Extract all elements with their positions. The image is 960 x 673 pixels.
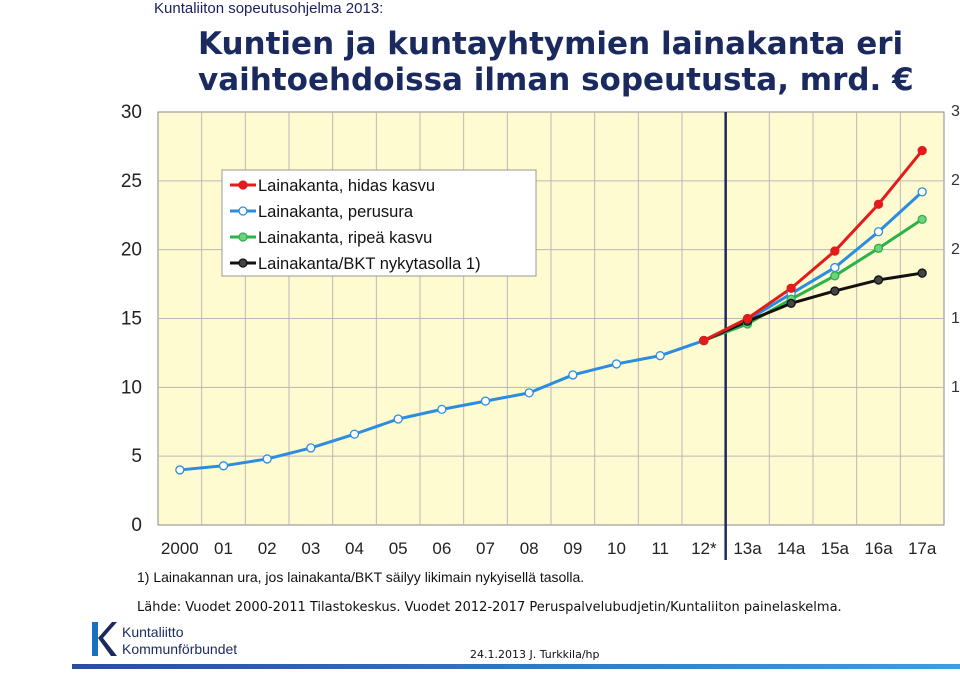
series-line	[179, 190, 924, 472]
y-tick-label: 20	[121, 240, 142, 261]
right-axis-tick: 3	[951, 103, 960, 120]
data-point	[524, 388, 534, 398]
right-axis-tick: 2	[951, 172, 960, 189]
footnote: 1) Lainakannan ura, jos lainakanta/BKT s…	[137, 569, 585, 585]
data-point	[786, 283, 796, 293]
x-tick-label: 12*	[691, 539, 717, 558]
data-point	[655, 351, 665, 361]
x-tick-label: 07	[476, 539, 495, 558]
legend-label: Lainakanta, perusura	[258, 203, 414, 221]
y-tick-label: 0	[131, 515, 142, 536]
data-point	[349, 429, 360, 439]
legend-label: Lainakanta, hidas kasvu	[258, 177, 435, 195]
data-point	[830, 262, 840, 273]
date-author: 24.1.2013 J. Turkkila/hp	[470, 648, 600, 661]
series-line	[703, 271, 923, 342]
y-tick-label: 30	[121, 102, 142, 123]
chart-title: Kuntien ja kuntayhtymien lainakanta eri …	[198, 26, 914, 98]
data-point	[480, 396, 491, 406]
logo-text-sv: Kommunförbundet	[122, 641, 238, 657]
y-tick-label: 5	[131, 446, 142, 467]
presentation-subtitle: Kuntaliiton sopeutusohjelma 2013:	[154, 0, 384, 17]
x-tick-label: 17a	[908, 539, 937, 558]
x-tick-label: 16a	[864, 539, 893, 558]
x-tick-label: 13a	[733, 539, 762, 558]
data-point	[218, 461, 229, 471]
x-tick-label: 08	[520, 539, 539, 558]
right-axis-tick: 2	[951, 241, 960, 258]
x-tick-label: 09	[563, 539, 582, 558]
legend-label: Lainakanta/BKT nykytasolla 1)	[258, 255, 481, 273]
data-point	[786, 298, 796, 309]
legend-swatch-marker	[238, 258, 248, 268]
legend-box	[221, 169, 537, 277]
data-point	[568, 370, 578, 380]
logo-text-fi: Kuntaliitto	[122, 624, 184, 640]
x-tick-label: 11	[651, 539, 669, 558]
x-tick-label: 15a	[821, 539, 850, 558]
data-point	[175, 465, 185, 475]
data-point	[611, 359, 622, 369]
data-point	[262, 454, 272, 464]
data-point	[873, 227, 884, 237]
data-point	[917, 145, 927, 156]
data-point	[873, 275, 884, 285]
y-tick-label: 25	[121, 171, 142, 192]
data-point	[830, 246, 840, 256]
series-line	[703, 218, 923, 342]
legend-swatch-marker	[238, 232, 248, 242]
x-tick-label: 05	[389, 539, 408, 558]
x-tick-label: 04	[345, 539, 364, 558]
x-tick-label: 10	[607, 539, 626, 558]
right-axis-tick: 1	[951, 310, 960, 327]
data-point	[393, 414, 403, 424]
data-point	[917, 268, 927, 278]
x-tick-label: 01	[214, 539, 233, 558]
x-tick-label: 02	[258, 539, 277, 558]
y-tick-label: 15	[121, 309, 142, 330]
data-point	[873, 243, 884, 253]
data-point	[917, 187, 927, 197]
data-point	[830, 286, 840, 296]
kuntaliitto-logo-icon	[92, 622, 117, 656]
legend-label: Lainakanta, ripeä kasvu	[258, 229, 432, 247]
data-point	[873, 199, 884, 209]
data-point	[699, 335, 709, 346]
y-tick-label: 10	[121, 377, 142, 398]
right-axis-tick: 1	[951, 379, 960, 396]
data-point	[917, 214, 927, 225]
series-line	[703, 149, 924, 342]
x-tick-label: 14a	[777, 539, 806, 558]
x-tick-label: 2000	[161, 539, 199, 558]
x-tick-label: 06	[432, 539, 451, 558]
source-note: Lähde: Vuodet 2000-2011 Tilastokeskus. V…	[137, 600, 842, 615]
data-point	[830, 271, 840, 281]
legend-swatch-marker	[238, 206, 248, 216]
x-tick-label: 03	[301, 539, 320, 558]
data-point	[306, 443, 316, 453]
data-point	[437, 404, 447, 415]
data-point	[742, 313, 753, 324]
footer-bar	[72, 664, 960, 669]
legend-swatch-marker	[238, 180, 248, 190]
